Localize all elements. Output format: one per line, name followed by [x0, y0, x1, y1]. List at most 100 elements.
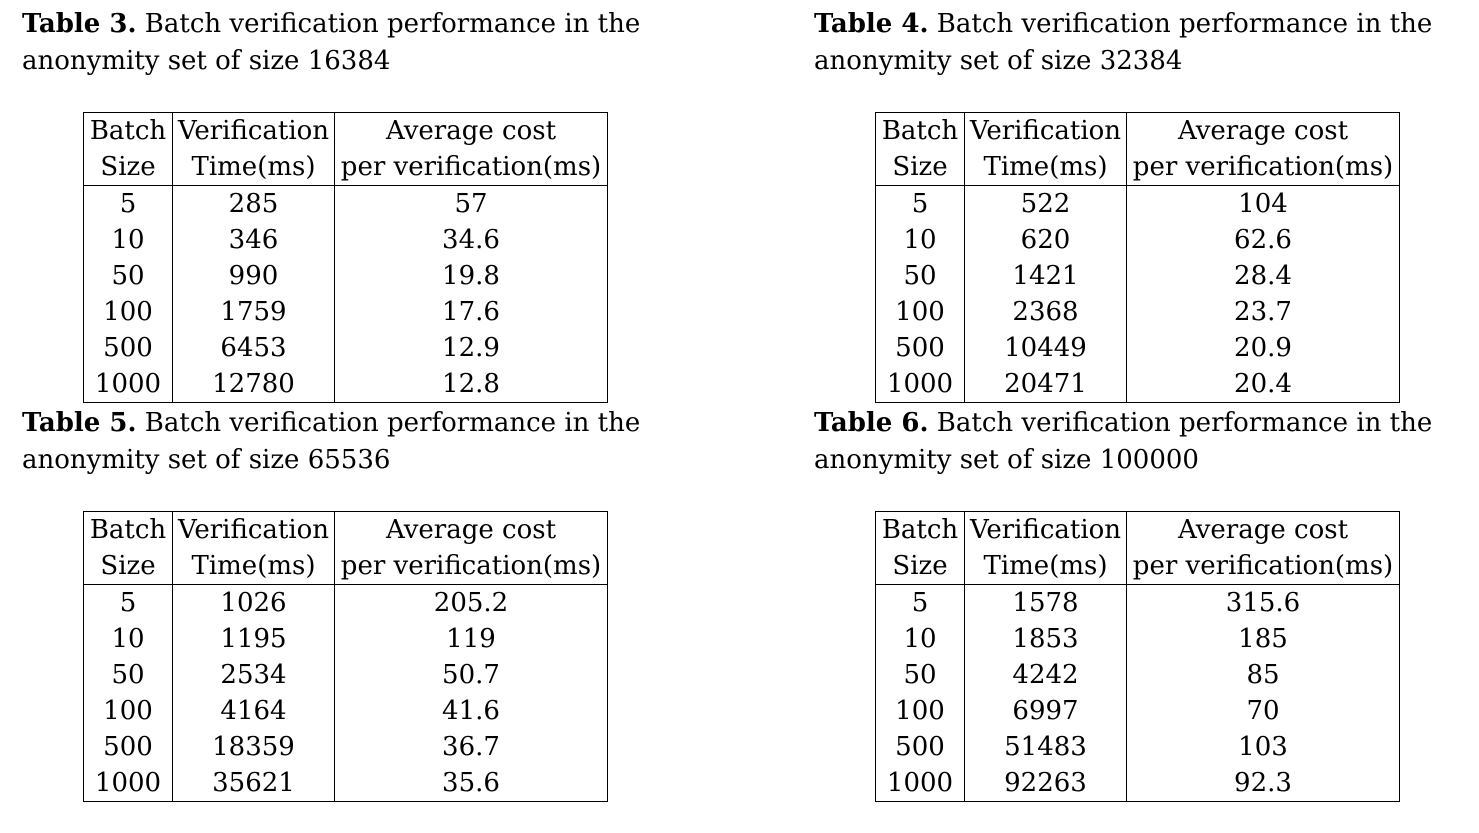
header-average-cost: Average cost [1126, 511, 1400, 548]
batch-size-cell: 5 [875, 584, 965, 621]
table-row: 1000 35621 35.6 [83, 765, 608, 802]
table-3-block: Table 3. Batch verification performance … [22, 6, 667, 406]
header-batch: Batch [83, 511, 173, 548]
batch-size-cell: 100 [875, 294, 965, 330]
table-6-label: Table 6. [814, 408, 929, 438]
average-cost-cell: 205.2 [334, 584, 608, 621]
table-row: 100 4164 41.6 [83, 693, 608, 729]
average-cost-cell: 28.4 [1126, 258, 1400, 294]
table-5-block: Table 5. Batch verification performance … [22, 405, 667, 815]
verification-time-cell: 20471 [964, 366, 1127, 403]
table-6-block: Table 6. Batch verification performance … [814, 405, 1459, 815]
batch-size-cell: 5 [875, 185, 965, 222]
table-6-caption-line2: anonymity set of size 100000 [814, 445, 1199, 475]
table-4-caption: Table 4. Batch verification performance … [814, 6, 1459, 80]
verification-time-cell: 522 [964, 185, 1127, 222]
average-cost-cell: 57 [334, 185, 608, 222]
verification-time-cell: 1421 [964, 258, 1127, 294]
batch-size-cell: 5 [83, 584, 173, 621]
verification-time-cell: 285 [172, 185, 335, 222]
table-row: 10 346 34.6 [83, 222, 608, 258]
table-4: Batch Verification Average cost Size Tim… [875, 112, 1400, 403]
table-3-caption: Table 3. Batch verification performance … [22, 6, 667, 80]
batch-size-cell: 100 [83, 693, 173, 729]
average-cost-cell: 104 [1126, 185, 1400, 222]
batch-size-cell: 1000 [83, 366, 173, 403]
header-size: Size [875, 149, 965, 186]
table-row: 50 4242 85 [875, 657, 1400, 693]
table-3-caption-line2: anonymity set of size 16384 [22, 46, 391, 76]
batch-size-cell: 1000 [83, 765, 173, 802]
header-size: Size [83, 149, 173, 186]
header-verification: Verification [964, 511, 1127, 548]
table-row: 10 1853 185 [875, 621, 1400, 657]
header-size: Size [83, 548, 173, 585]
batch-size-cell: 50 [875, 657, 965, 693]
table-row: 500 51483 103 [875, 729, 1400, 765]
table-4-wrapper: Batch Verification Average cost Size Tim… [875, 112, 1400, 403]
table-row: 1000 20471 20.4 [875, 366, 1400, 403]
header-verification: Verification [172, 511, 335, 548]
batch-size-cell: 500 [875, 330, 965, 366]
header-verification: Verification [964, 112, 1127, 149]
table-row: 5 1026 205.2 [83, 584, 608, 621]
batch-size-cell: 1000 [875, 765, 965, 802]
verification-time-cell: 18359 [172, 729, 335, 765]
batch-size-cell: 500 [875, 729, 965, 765]
table-4-block: Table 4. Batch verification performance … [814, 6, 1459, 406]
average-cost-cell: 41.6 [334, 693, 608, 729]
verification-time-cell: 2368 [964, 294, 1127, 330]
table-row: 50 990 19.8 [83, 258, 608, 294]
average-cost-cell: 20.4 [1126, 366, 1400, 403]
header-batch: Batch [875, 511, 965, 548]
batch-size-cell: 500 [83, 729, 173, 765]
verification-time-cell: 4242 [964, 657, 1127, 693]
average-cost-cell: 19.8 [334, 258, 608, 294]
table-row: 5 522 104 [875, 185, 1400, 222]
table-row: 500 6453 12.9 [83, 330, 608, 366]
table-6: Batch Verification Average cost Size Tim… [875, 511, 1400, 802]
table-row: 500 18359 36.7 [83, 729, 608, 765]
header-per-verification: per verification(ms) [1126, 149, 1400, 186]
table-4-caption-line2: anonymity set of size 32384 [814, 46, 1183, 76]
header-time: Time(ms) [964, 548, 1127, 585]
table-5-caption-line1: Batch verification performance in the [144, 408, 641, 438]
average-cost-cell: 34.6 [334, 222, 608, 258]
table-row: 1000 92263 92.3 [875, 765, 1400, 802]
table-row: 50 1421 28.4 [875, 258, 1400, 294]
table-4-caption-line1: Batch verification performance in the [936, 9, 1433, 39]
batch-size-cell: 50 [875, 258, 965, 294]
average-cost-cell: 35.6 [334, 765, 608, 802]
verification-time-cell: 620 [964, 222, 1127, 258]
verification-time-cell: 51483 [964, 729, 1127, 765]
batch-size-cell: 1000 [875, 366, 965, 403]
table-row: 5 1578 315.6 [875, 584, 1400, 621]
average-cost-cell: 12.8 [334, 366, 608, 403]
header-batch: Batch [83, 112, 173, 149]
average-cost-cell: 92.3 [1126, 765, 1400, 802]
batch-size-cell: 10 [875, 222, 965, 258]
verification-time-cell: 92263 [964, 765, 1127, 802]
table-5-label: Table 5. [22, 408, 137, 438]
verification-time-cell: 10449 [964, 330, 1127, 366]
verification-time-cell: 1026 [172, 584, 335, 621]
header-time: Time(ms) [172, 548, 335, 585]
table-row: 500 10449 20.9 [875, 330, 1400, 366]
header-verification: Verification [172, 112, 335, 149]
verification-time-cell: 346 [172, 222, 335, 258]
header-per-verification: per verification(ms) [334, 149, 608, 186]
table-row: 5 285 57 [83, 185, 608, 222]
table-6-caption-line1: Batch verification performance in the [936, 408, 1433, 438]
average-cost-cell: 12.9 [334, 330, 608, 366]
table-5-caption-line2: anonymity set of size 65536 [22, 445, 391, 475]
header-average-cost: Average cost [334, 112, 608, 149]
average-cost-cell: 315.6 [1126, 584, 1400, 621]
header-per-verification: per verification(ms) [1126, 548, 1400, 585]
header-time: Time(ms) [964, 149, 1127, 186]
batch-size-cell: 10 [875, 621, 965, 657]
verification-time-cell: 35621 [172, 765, 335, 802]
verification-time-cell: 1853 [964, 621, 1127, 657]
header-size: Size [875, 548, 965, 585]
verification-time-cell: 1578 [964, 584, 1127, 621]
verification-time-cell: 6453 [172, 330, 335, 366]
